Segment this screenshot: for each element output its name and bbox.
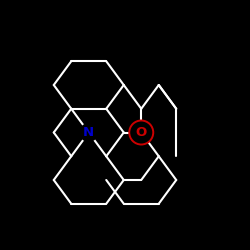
Circle shape <box>129 120 153 144</box>
Circle shape <box>132 123 151 142</box>
Text: N: N <box>83 126 94 139</box>
Text: O: O <box>136 126 147 139</box>
Circle shape <box>79 123 98 142</box>
